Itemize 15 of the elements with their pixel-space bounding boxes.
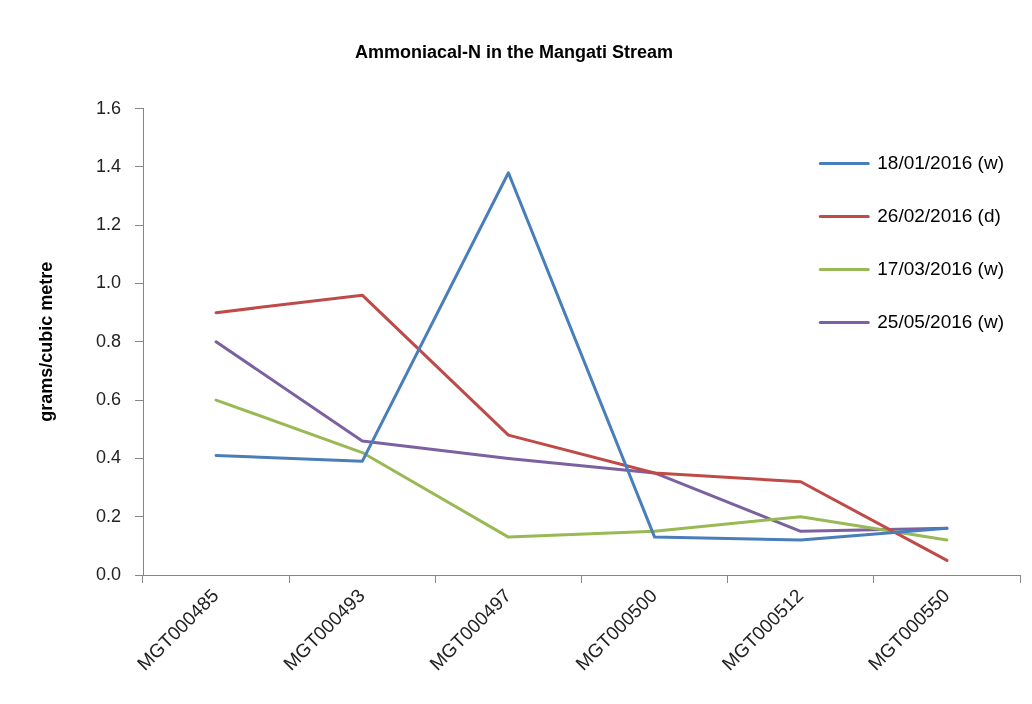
y-tick-label: 0.8 xyxy=(95,330,121,351)
y-tick-label: 1.0 xyxy=(95,272,121,293)
legend-label: 25/05/2016 (w) xyxy=(877,310,1004,332)
y-axis-title: grams/cubic metre xyxy=(35,261,56,422)
y-tick-label: 1.4 xyxy=(95,155,121,176)
y-tick-label: 1.2 xyxy=(95,214,121,235)
legend-label: 26/02/2016 (d) xyxy=(877,204,1001,226)
y-tick-label: 0.2 xyxy=(95,505,121,526)
y-tick-label: 1.6 xyxy=(95,97,121,118)
y-tick-label: 0.4 xyxy=(95,447,121,468)
y-tick-label: 0.6 xyxy=(95,389,121,410)
legend-label: 17/03/2016 (w) xyxy=(877,257,1004,279)
legend-label: 18/01/2016 (w) xyxy=(877,151,1004,173)
chart-title: Ammoniacal-N in the Mangati Stream xyxy=(354,41,674,62)
y-tick-label: 0.0 xyxy=(95,563,121,584)
